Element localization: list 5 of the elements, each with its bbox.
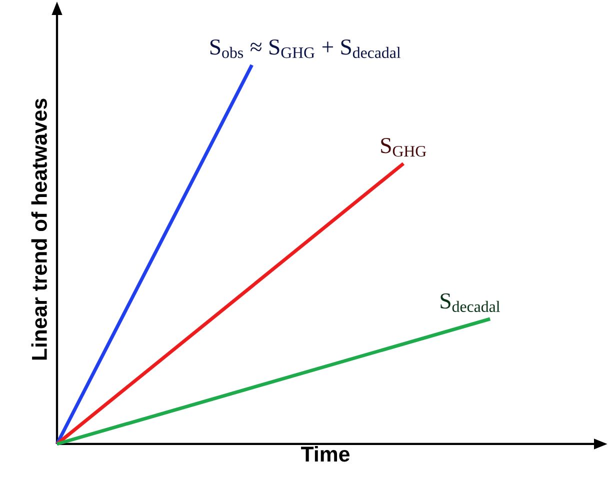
series-label: S$_{GHG}$ [381,138,426,157]
series-label: S$_{obs}$ ≈ S$_{GHG}$ + S$_{decadal}$ [210,39,401,58]
y-axis-title: Linear trend of heatwaves [31,98,47,360]
series-label: S$_{decadal}$ [440,293,500,312]
x-axis-title: Time [301,446,350,462]
